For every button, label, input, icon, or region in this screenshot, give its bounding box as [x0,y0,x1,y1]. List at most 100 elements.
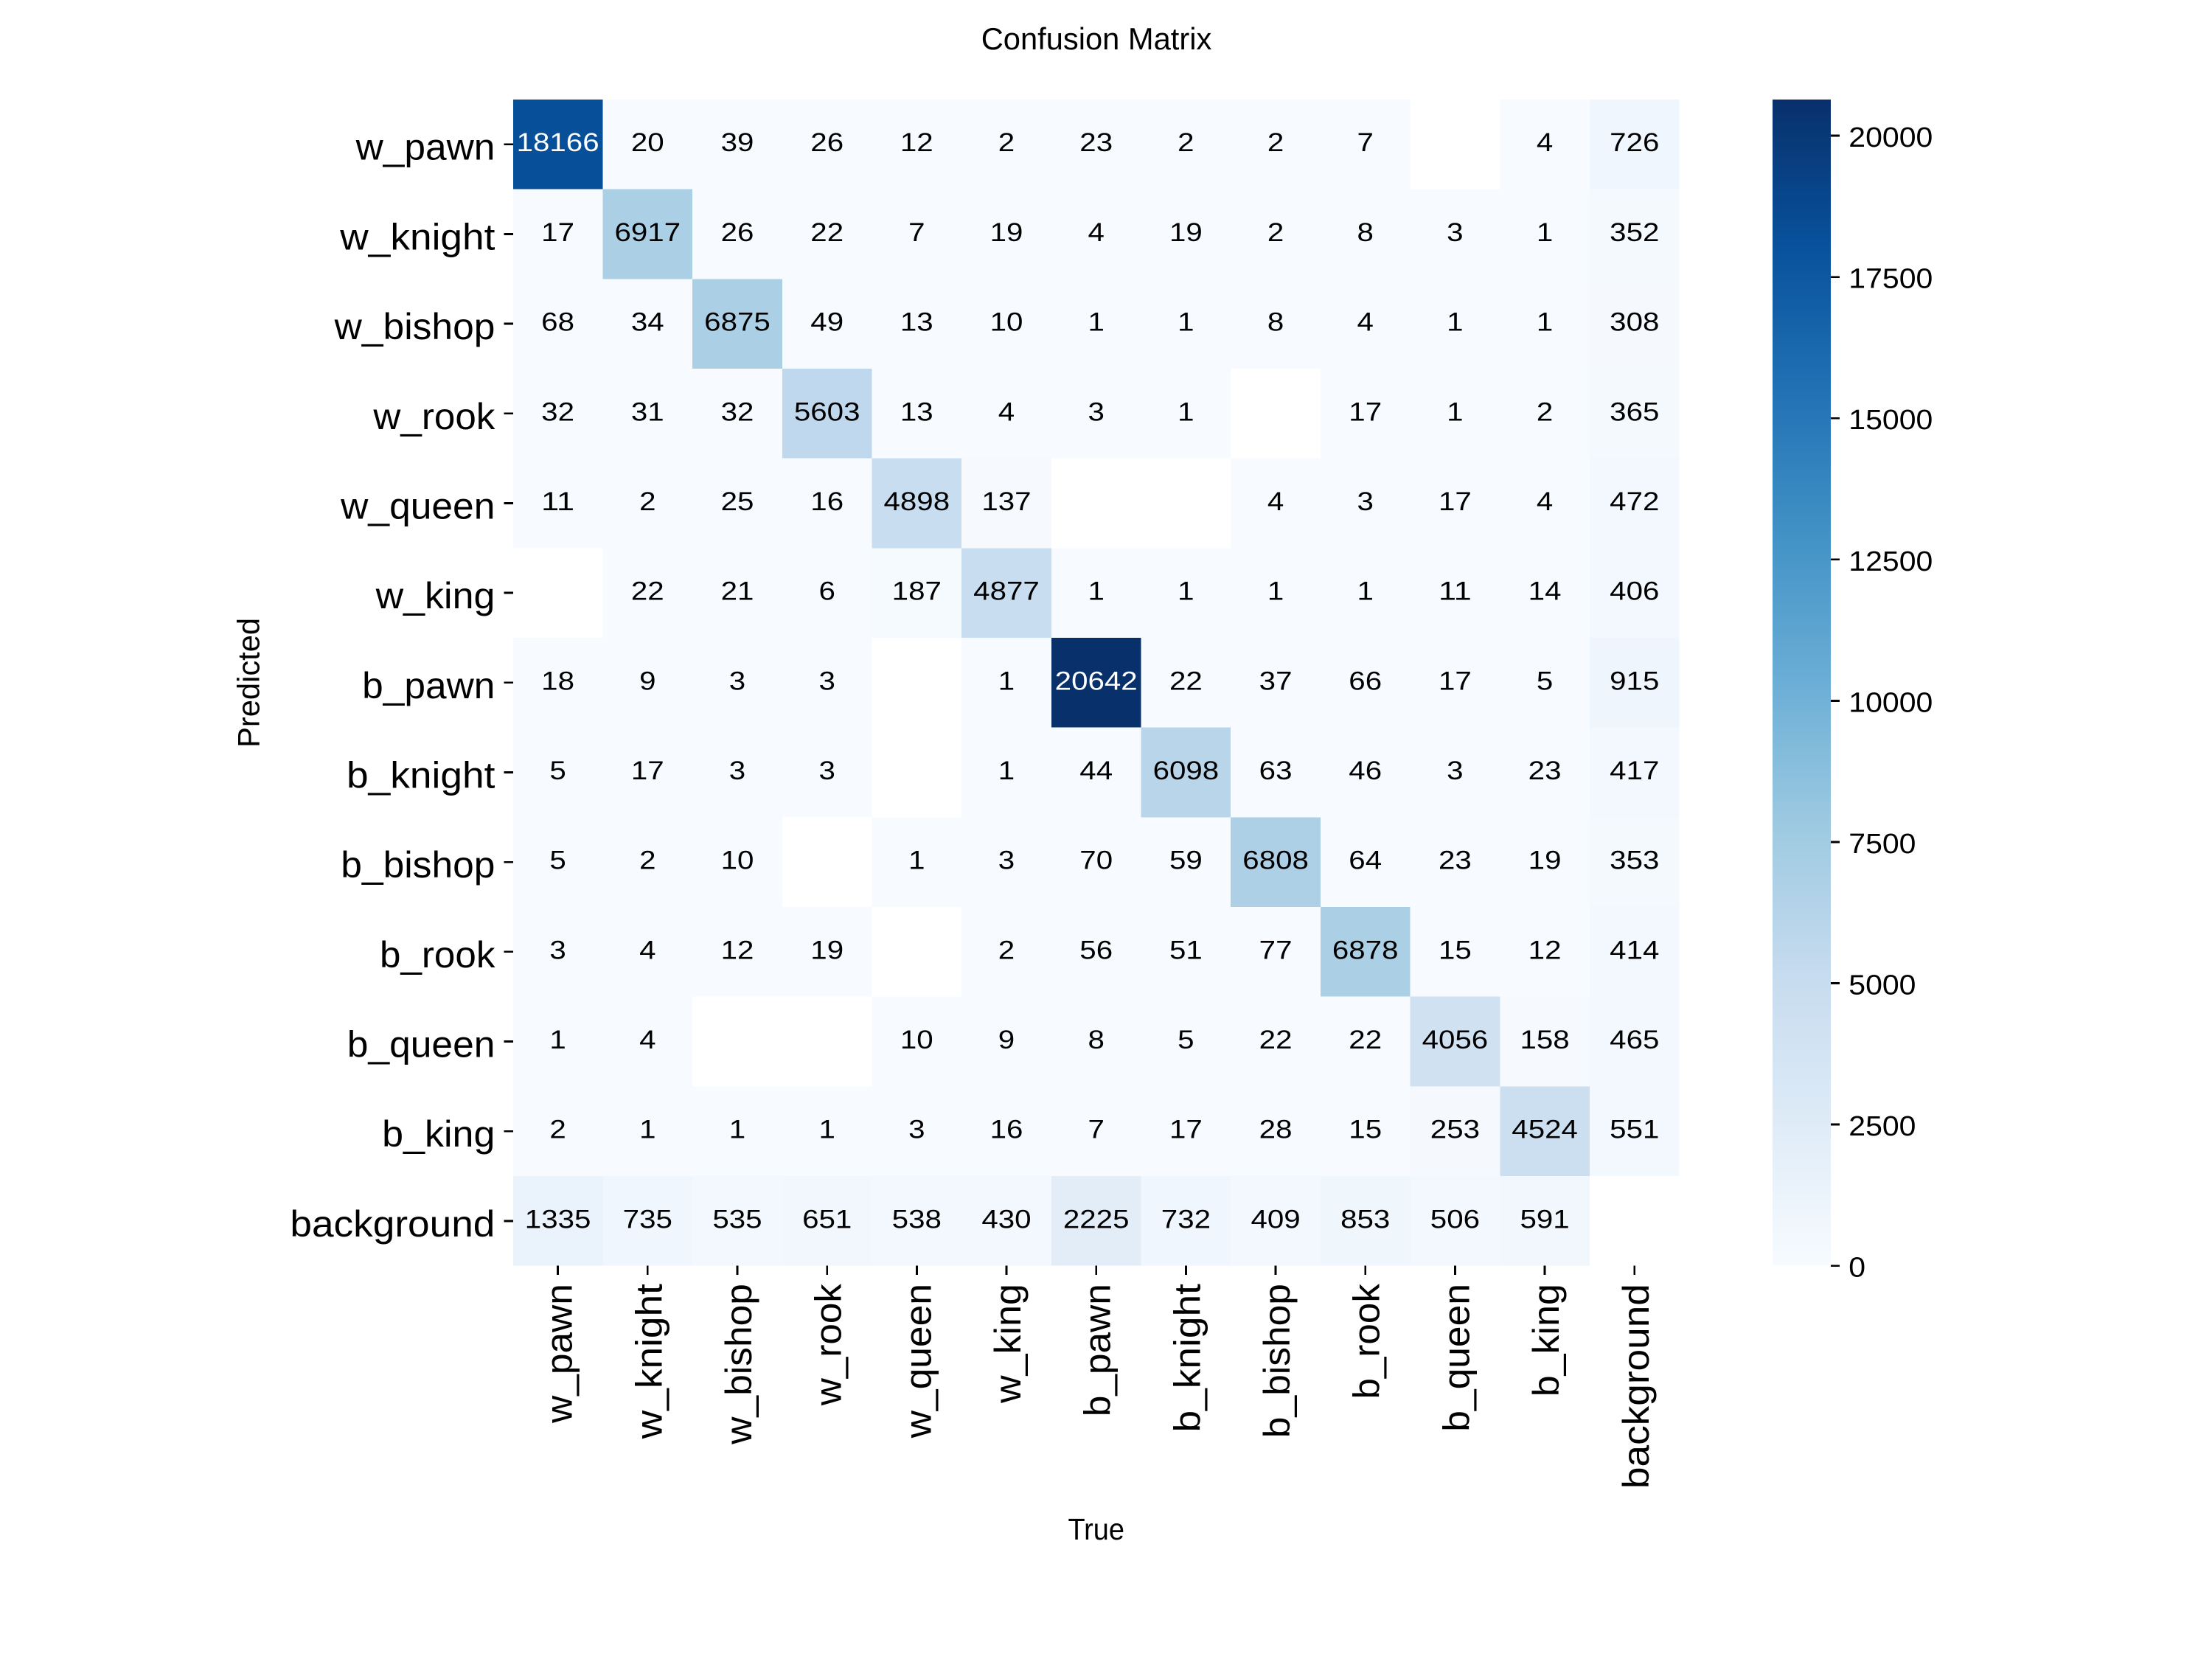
svg-text:Confusion Matrix: Confusion Matrix [981,21,1212,56]
svg-text:4898: 4898 [884,487,950,516]
svg-text:3: 3 [908,1116,925,1144]
svg-text:472: 472 [1610,487,1659,516]
svg-text:6878: 6878 [1332,936,1399,964]
svg-text:44: 44 [1079,757,1113,785]
svg-text:1: 1 [1088,577,1105,606]
svg-text:19: 19 [1528,846,1562,875]
svg-text:b_pawn: b_pawn [362,665,495,706]
svg-text:b_knight: b_knight [347,755,495,796]
svg-text:28: 28 [1259,1116,1293,1144]
svg-text:732: 732 [1161,1205,1211,1234]
svg-text:w_bishop: w_bishop [718,1284,759,1445]
svg-text:11: 11 [541,487,574,516]
svg-text:26: 26 [810,128,844,157]
svg-text:8: 8 [1267,308,1284,337]
svg-text:17: 17 [1439,487,1472,516]
svg-text:4877: 4877 [973,577,1040,606]
svg-text:w_pawn: w_pawn [539,1284,580,1424]
svg-text:3: 3 [729,757,745,785]
svg-text:5: 5 [549,757,566,785]
svg-text:17: 17 [541,218,574,247]
svg-text:22: 22 [631,577,664,606]
svg-text:2: 2 [1267,218,1284,247]
svg-text:49: 49 [810,308,844,337]
svg-text:1: 1 [1178,397,1194,426]
svg-text:59: 59 [1169,846,1203,875]
svg-text:158: 158 [1520,1026,1570,1054]
svg-text:2: 2 [1267,128,1284,157]
svg-text:535: 535 [712,1205,762,1234]
svg-text:17: 17 [1349,397,1382,426]
svg-text:506: 506 [1430,1205,1480,1234]
svg-text:background: background [1615,1284,1657,1489]
svg-text:37: 37 [1259,667,1293,695]
svg-text:1: 1 [1447,397,1463,426]
svg-text:b_rook: b_rook [380,934,495,975]
svg-text:253: 253 [1430,1116,1480,1144]
svg-text:51: 51 [1169,936,1203,964]
svg-text:352: 352 [1610,218,1659,247]
svg-text:7: 7 [1088,1116,1105,1144]
svg-text:4: 4 [1537,487,1553,516]
svg-text:651: 651 [802,1205,852,1234]
svg-text:353: 353 [1610,846,1659,875]
svg-text:15000: 15000 [1848,405,1933,436]
svg-text:2: 2 [1537,397,1553,426]
svg-text:13: 13 [900,308,933,337]
svg-text:12500: 12500 [1848,546,1933,577]
svg-text:46: 46 [1349,757,1382,785]
svg-text:70: 70 [1079,846,1113,875]
svg-text:w_king: w_king [987,1284,1029,1404]
svg-text:12: 12 [721,936,754,964]
svg-text:4056: 4056 [1422,1026,1489,1054]
svg-text:w_pawn: w_pawn [355,127,495,168]
svg-text:1: 1 [1088,308,1105,337]
svg-text:b_king: b_king [1526,1284,1567,1397]
svg-text:12: 12 [1528,936,1562,964]
svg-text:17500: 17500 [1848,264,1933,295]
svg-text:1: 1 [549,1026,566,1054]
svg-text:1: 1 [1267,577,1284,606]
svg-text:2: 2 [998,936,1015,964]
svg-text:31: 31 [631,397,664,426]
svg-text:3: 3 [1447,757,1463,785]
svg-text:Predicted: Predicted [231,618,265,748]
svg-text:465: 465 [1610,1026,1659,1054]
svg-text:5: 5 [1178,1026,1194,1054]
svg-text:4: 4 [639,1026,655,1054]
svg-text:1: 1 [1357,577,1374,606]
svg-text:19: 19 [810,936,844,964]
svg-text:1: 1 [1178,308,1194,337]
svg-text:9: 9 [639,667,655,695]
svg-text:18166: 18166 [517,128,599,157]
svg-text:b_king: b_king [382,1113,495,1155]
svg-text:w_knight: w_knight [628,1284,669,1439]
svg-text:3: 3 [1357,487,1374,516]
svg-text:3: 3 [729,667,745,695]
svg-text:20642: 20642 [1055,667,1138,695]
svg-text:2: 2 [639,846,655,875]
svg-text:18: 18 [541,667,574,695]
svg-text:17: 17 [1169,1116,1203,1144]
svg-text:32: 32 [541,397,574,426]
svg-text:1: 1 [1537,308,1553,337]
svg-text:20000: 20000 [1848,122,1933,153]
svg-text:w_king: w_king [375,575,495,616]
svg-text:430: 430 [981,1205,1031,1234]
svg-text:56: 56 [1079,936,1113,964]
svg-text:23: 23 [1079,128,1113,157]
svg-text:4524: 4524 [1512,1116,1578,1144]
svg-text:w_queen: w_queen [897,1284,939,1439]
svg-text:7: 7 [908,218,925,247]
svg-text:7: 7 [1357,128,1374,157]
svg-text:406: 406 [1610,577,1659,606]
svg-text:66: 66 [1349,667,1382,695]
svg-text:68: 68 [541,308,574,337]
svg-text:8: 8 [1357,218,1374,247]
svg-text:19: 19 [1169,218,1203,247]
svg-text:w_rook: w_rook [808,1283,849,1406]
svg-text:726: 726 [1610,128,1659,157]
svg-text:10: 10 [721,846,754,875]
svg-text:4: 4 [1088,218,1105,247]
svg-text:6098: 6098 [1153,757,1220,785]
